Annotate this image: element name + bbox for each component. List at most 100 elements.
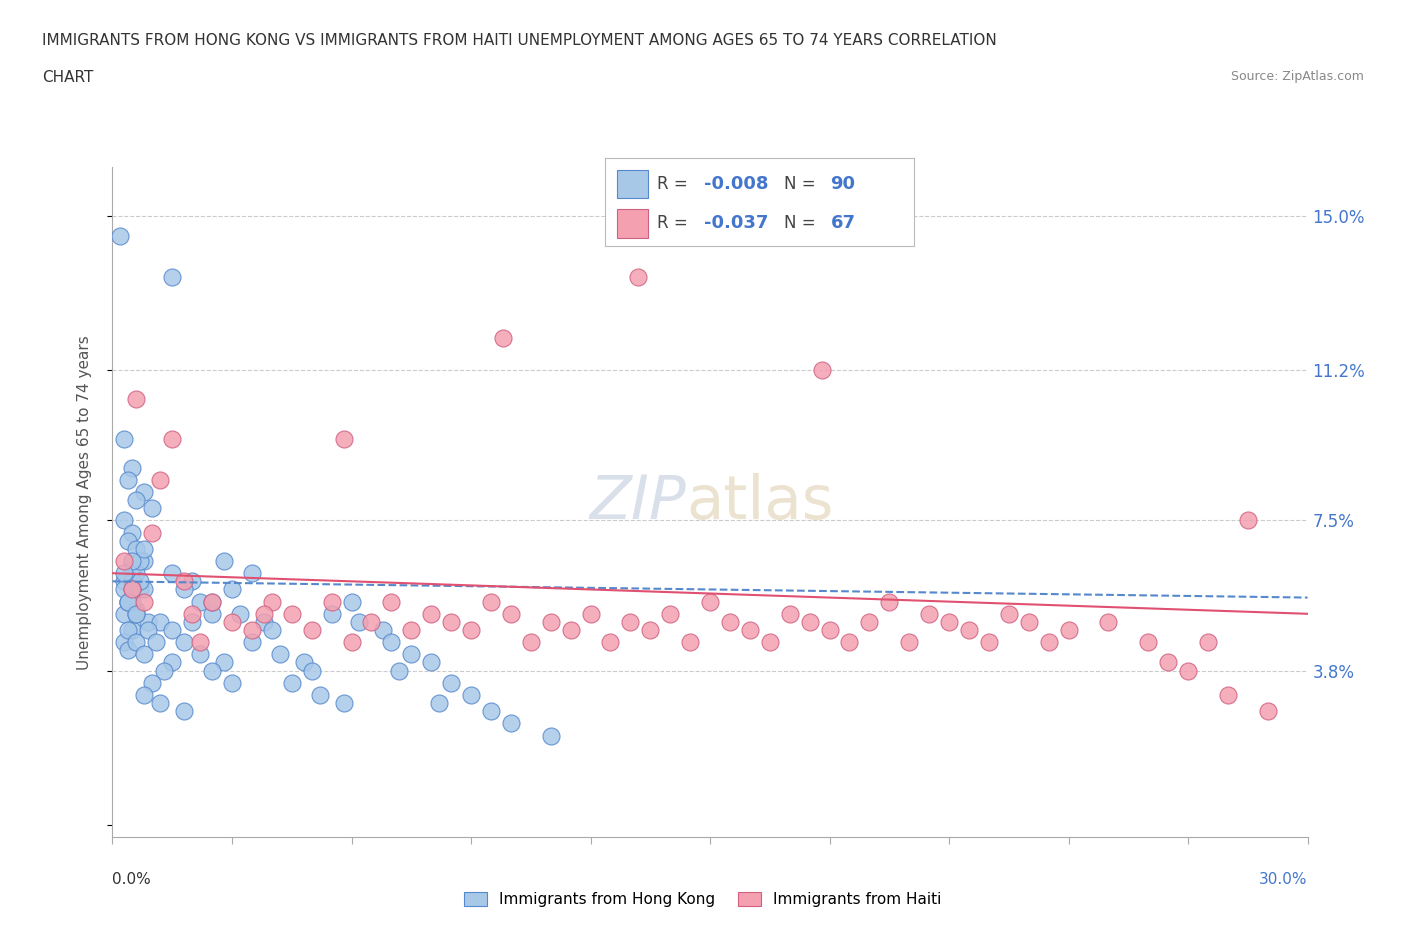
Point xyxy=(145,635,167,650)
Point xyxy=(134,647,156,662)
Point xyxy=(114,582,135,597)
Legend: Immigrants from Hong Kong, Immigrants from Haiti: Immigrants from Hong Kong, Immigrants fr… xyxy=(458,885,948,913)
Point xyxy=(380,635,402,650)
Bar xyxy=(617,169,648,198)
Point xyxy=(1197,635,1219,650)
Point xyxy=(938,615,960,630)
Point xyxy=(440,675,463,690)
Point xyxy=(114,432,135,446)
Point xyxy=(560,622,582,637)
Point xyxy=(125,565,148,580)
Point xyxy=(114,565,135,580)
Point xyxy=(877,594,900,609)
Point xyxy=(349,615,371,630)
Point xyxy=(253,606,276,621)
Point xyxy=(332,432,354,446)
Point xyxy=(125,635,148,650)
Point xyxy=(134,687,156,702)
Point xyxy=(1137,635,1160,650)
Point xyxy=(117,622,139,637)
Point xyxy=(540,728,562,743)
Point xyxy=(221,582,243,597)
Text: R =: R = xyxy=(657,175,693,193)
Point xyxy=(201,594,224,609)
Point xyxy=(162,270,183,285)
Point xyxy=(117,643,139,658)
Point xyxy=(162,432,183,446)
Point xyxy=(181,615,204,630)
Text: 67: 67 xyxy=(831,215,855,232)
Point xyxy=(460,622,482,637)
Point xyxy=(149,472,172,487)
Point xyxy=(125,603,148,618)
Text: ZIP: ZIP xyxy=(589,472,686,532)
Point xyxy=(301,663,323,678)
Point xyxy=(162,622,183,637)
Point xyxy=(110,229,132,244)
Point xyxy=(998,606,1021,621)
Point xyxy=(117,594,139,609)
Point xyxy=(125,493,148,508)
Point xyxy=(173,574,195,589)
Point xyxy=(125,541,148,556)
Point xyxy=(260,622,283,637)
Point xyxy=(117,594,139,609)
Point xyxy=(141,501,163,516)
Text: R =: R = xyxy=(657,215,693,232)
Point xyxy=(479,704,502,719)
Point xyxy=(260,594,283,609)
Point xyxy=(253,615,276,630)
Text: Source: ZipAtlas.com: Source: ZipAtlas.com xyxy=(1230,70,1364,83)
Point xyxy=(114,606,135,621)
Text: N =: N = xyxy=(785,175,821,193)
Point xyxy=(212,553,235,568)
Point xyxy=(388,663,411,678)
Point xyxy=(440,615,463,630)
Point xyxy=(1038,635,1060,650)
Point xyxy=(201,594,224,609)
Point xyxy=(121,582,143,597)
Y-axis label: Unemployment Among Ages 65 to 74 years: Unemployment Among Ages 65 to 74 years xyxy=(77,335,91,670)
Point xyxy=(738,622,761,637)
Point xyxy=(121,460,143,475)
Point xyxy=(699,594,721,609)
Bar xyxy=(617,209,648,238)
Point xyxy=(281,675,304,690)
Point xyxy=(181,574,204,589)
Point xyxy=(134,553,156,568)
Point xyxy=(718,615,741,630)
Point xyxy=(1018,615,1040,630)
Point xyxy=(173,582,195,597)
Point xyxy=(599,635,621,650)
Point xyxy=(162,655,183,670)
Text: 30.0%: 30.0% xyxy=(1260,872,1308,887)
Point xyxy=(149,615,172,630)
Point xyxy=(114,574,135,589)
Point xyxy=(121,622,143,637)
Point xyxy=(129,582,152,597)
Point xyxy=(201,663,224,678)
Point xyxy=(321,594,343,609)
Point xyxy=(1216,687,1239,702)
Text: IMMIGRANTS FROM HONG KONG VS IMMIGRANTS FROM HAITI UNEMPLOYMENT AMONG AGES 65 TO: IMMIGRANTS FROM HONG KONG VS IMMIGRANTS … xyxy=(42,33,997,47)
Point xyxy=(340,635,363,650)
Point xyxy=(134,485,156,499)
Point xyxy=(212,655,235,670)
Point xyxy=(114,553,135,568)
Point xyxy=(520,635,543,650)
Point xyxy=(138,615,160,630)
Point xyxy=(759,635,782,650)
Point xyxy=(134,541,156,556)
Point xyxy=(121,594,143,609)
Point xyxy=(957,622,980,637)
Point xyxy=(401,622,423,637)
Point xyxy=(240,635,263,650)
Point xyxy=(301,622,323,637)
Point xyxy=(229,606,252,621)
Point xyxy=(138,622,160,637)
Point xyxy=(1237,513,1260,528)
Text: CHART: CHART xyxy=(42,70,94,85)
Point xyxy=(810,363,832,378)
Point xyxy=(129,574,152,589)
Point xyxy=(188,647,211,662)
